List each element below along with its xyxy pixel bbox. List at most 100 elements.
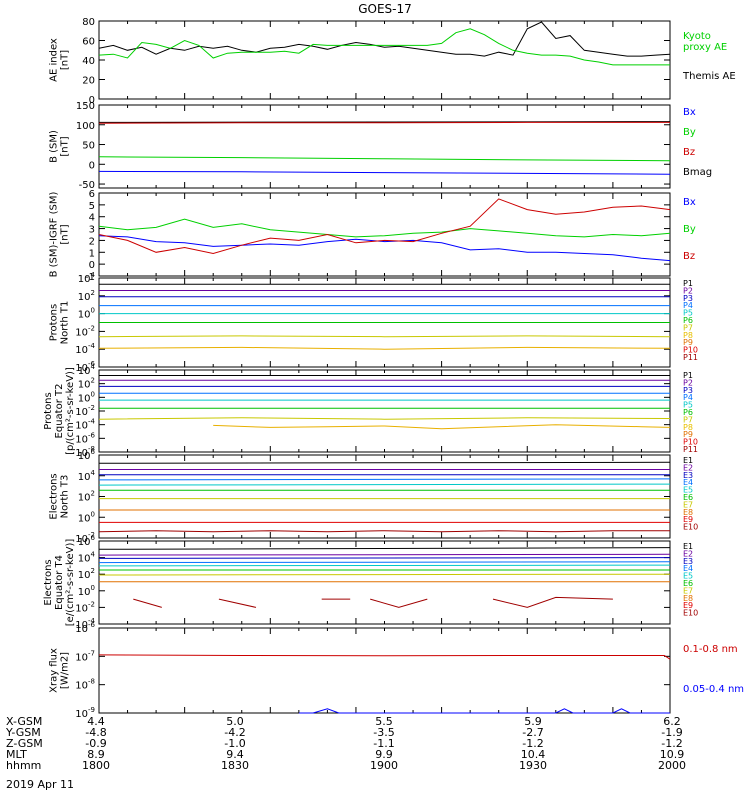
y-tick-label: 0 (89, 160, 95, 171)
footer-row-value: -0.9 (85, 737, 107, 750)
series-e1 (98, 547, 671, 550)
footer-row-value: -1.9 (661, 726, 683, 739)
series-bz (98, 198, 671, 255)
y-tick-label: 102 (78, 490, 95, 504)
series-e3 (98, 557, 671, 559)
legend-entry: P1 (683, 371, 693, 380)
ephemeris-footer: X-GSM 4.4 5.0 5.5 5.9 6.2 Y-GSM -4.8 -4.2 -3.5 -2.… (0, 715, 750, 800)
series-e9d (370, 598, 428, 608)
legend-entry: P6 (683, 316, 693, 325)
y-tick-label: 10-7 (75, 649, 95, 663)
series-e1 (98, 461, 671, 464)
y-tick-label: 10-6 (75, 431, 95, 445)
footer-row-value: -1.2 (522, 737, 544, 750)
y-tick-label: 0 (89, 260, 95, 271)
y-tick-label: 100 (78, 510, 95, 524)
legend-entry: E3 (683, 471, 693, 480)
legend-entry: E2 (683, 463, 693, 472)
footer-row-value: 5.9 (524, 715, 542, 728)
footer-row-value: 5.0 (226, 715, 244, 728)
y-tick-label: 10-2 (75, 404, 95, 418)
legend-entry: E10 (683, 523, 698, 532)
legend-entry: Bz (683, 147, 695, 158)
y-tick-label: 10-6 (75, 621, 95, 635)
y-tick-label: 10-4 (75, 342, 95, 356)
footer-row-value: 10.9 (659, 748, 685, 761)
series-e2 (98, 553, 671, 556)
footer-row-value: -4.2 (224, 726, 246, 739)
series-e4 (98, 478, 671, 481)
y-tick-label: 100 (78, 307, 95, 321)
footer-row-value: 1830 (221, 759, 249, 772)
legend-entry: E10 (683, 609, 698, 618)
legend-entry: E7 (683, 500, 693, 509)
y-tick-label: -1 (85, 272, 95, 283)
series-p8 (98, 346, 671, 350)
y-tick-label: 5 (89, 201, 95, 212)
y-tick-label: 50 (82, 141, 95, 152)
y-tick-label: 0 (89, 95, 95, 106)
footer-row-value: 2000 (658, 759, 686, 772)
legend-entry: P7 (683, 415, 693, 424)
legend-entry: P8 (683, 331, 693, 340)
y-tick-label: 2 (89, 236, 95, 247)
legend-entry: P5 (683, 401, 693, 410)
legend-entry: P2 (683, 286, 693, 295)
legend-entry: Bx (683, 107, 696, 118)
series-0-1-0-8-nm (98, 654, 671, 660)
legend-entry: P11 (683, 353, 698, 362)
series-e5 (98, 483, 671, 486)
legend-entry: P10 (683, 346, 698, 355)
legend-entry: E3 (683, 557, 693, 566)
y-tick-label: 10-4 (75, 418, 95, 432)
footer-row-label: Y-GSM (6, 726, 41, 739)
legend-entry: P5 (683, 309, 693, 318)
legend-entry: Kyoto (683, 31, 711, 42)
series-bmag (98, 121, 671, 123)
y-tick-label: 102 (78, 289, 95, 303)
footer-row-value: 9.4 (226, 748, 244, 761)
legend-entry: P6 (683, 408, 693, 417)
y-tick-label: 80 (82, 17, 95, 28)
date-label: 2019 Apr 11 (6, 778, 75, 791)
footer-row-value: 1930 (519, 759, 547, 772)
legend-entry: E8 (683, 594, 693, 603)
panel-frame (98, 192, 671, 277)
legend-entry: E8 (683, 508, 693, 517)
footer-row-label: X-GSM (6, 715, 43, 728)
footer-row-value: 6.2 (663, 715, 681, 728)
y-tick-label: 102 (78, 377, 95, 391)
y-tick-label: 6 (89, 189, 95, 200)
legend-entry: P2 (683, 378, 693, 387)
legend-entry: Bz (683, 251, 695, 262)
footer-row-value: -4.8 (85, 726, 107, 739)
legend-entry: By (683, 224, 696, 235)
legend-entry: E1 (683, 456, 693, 465)
footer-row-value: -1.2 (661, 737, 683, 750)
y-axis-label: B (SM)[nT] (49, 130, 71, 163)
series-e7 (98, 573, 671, 576)
series-0-05-0-4-nm (298, 708, 670, 714)
y-tick-label: 10-2 (75, 600, 95, 614)
y-tick-label: 20 (82, 76, 95, 87)
footer-row-label: hhmm (6, 759, 42, 772)
legend-entry: 0.05-0.4 nm (683, 684, 744, 695)
legend-entry: Bx (683, 197, 696, 208)
y-tick-label: 102 (78, 567, 95, 581)
series-e9e (492, 596, 613, 608)
legend-entry: P8 (683, 423, 693, 432)
series-by (98, 218, 671, 238)
legend-entry: 0.1-0.8 nm (683, 644, 738, 655)
legend-entry: E6 (683, 579, 693, 588)
legend-entry: P4 (683, 393, 693, 402)
y-axis-label: ProtonsNorth T1 (49, 301, 71, 345)
series-e4 (98, 561, 671, 564)
series-e5 (98, 564, 671, 567)
footer-row-value: 10.4 (520, 748, 546, 761)
